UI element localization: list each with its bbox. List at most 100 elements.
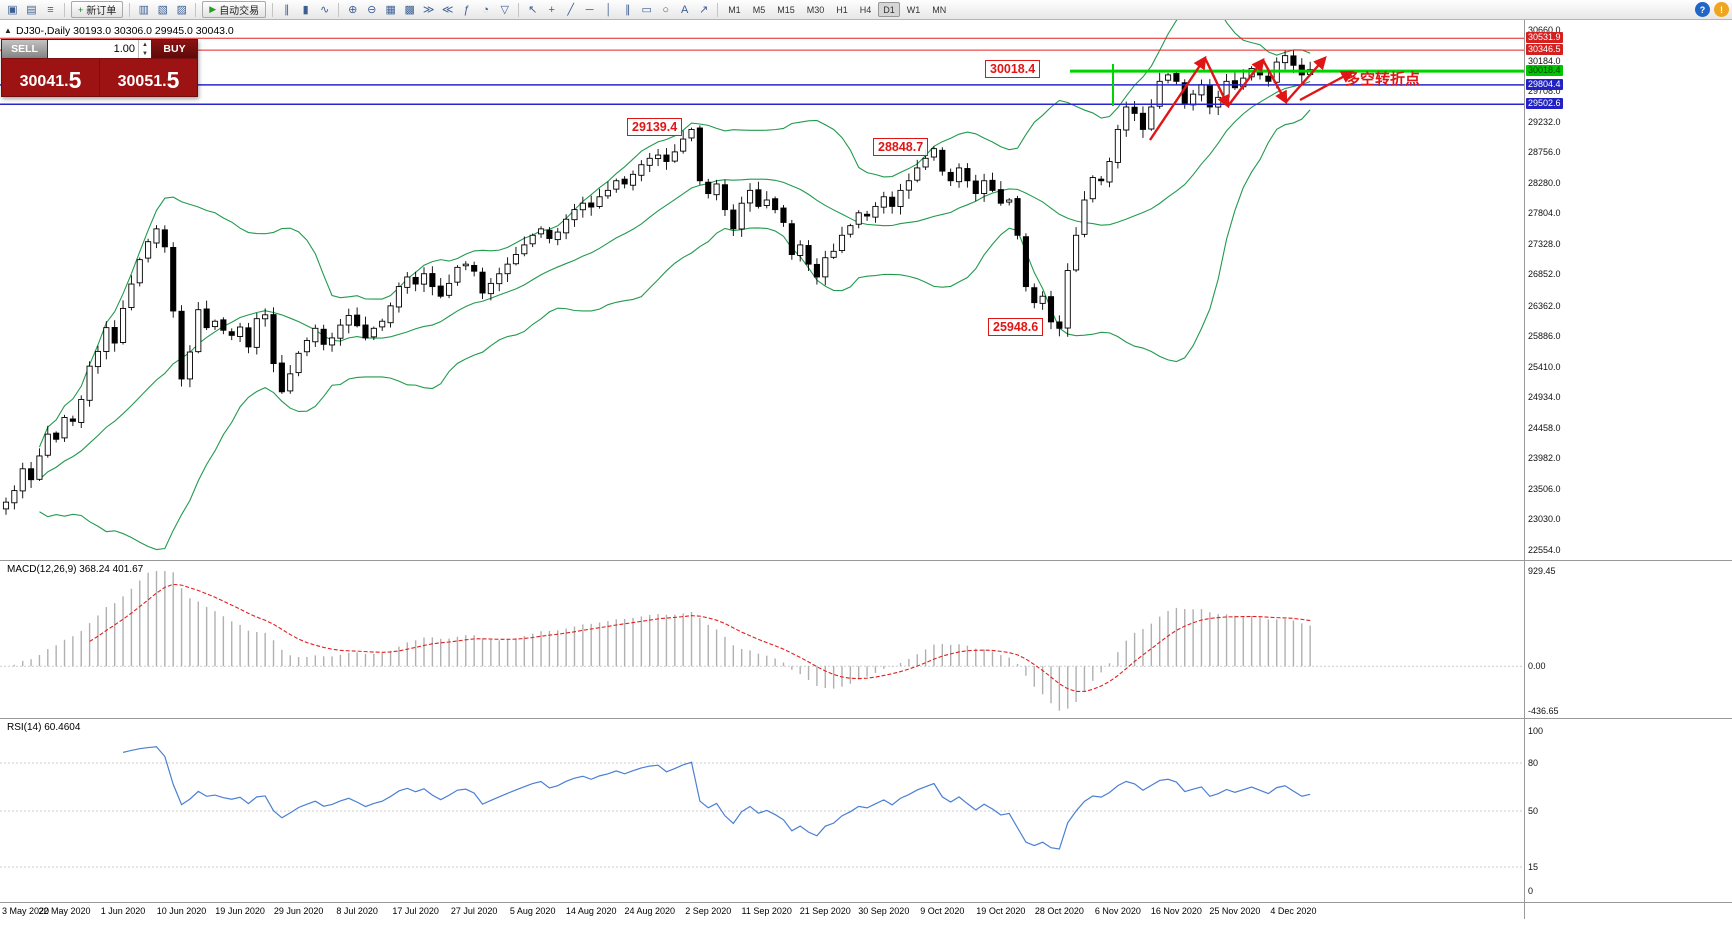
macd-panel[interactable]: MACD(12,26,9) 368.24 401.67 929.45 0.00 -4…: [0, 560, 1732, 718]
candle-body: [370, 327, 377, 338]
tile-windows-icon[interactable]: ▦: [385, 4, 396, 16]
auto-scroll-icon[interactable]: ≫: [422, 4, 435, 16]
candle-body: [78, 399, 85, 423]
candle-body: [1022, 236, 1029, 288]
navigator-icon[interactable]: ▧: [157, 4, 168, 16]
timeframe-h1[interactable]: H1: [836, 4, 848, 15]
data-window-icon[interactable]: ▥: [138, 4, 149, 16]
candlestick-chart-icon[interactable]: ▮: [302, 4, 309, 16]
candle-body: [1114, 128, 1121, 163]
price-annotation[interactable]: 29139.4: [627, 118, 683, 136]
timeframe-m5[interactable]: M5: [752, 4, 766, 15]
time-scale[interactable]: 3 May 2020 22 May 2020 1 Jun 2020 10 Jun 20…: [0, 902, 1732, 919]
candle-body: [905, 180, 912, 191]
line-chart-icon[interactable]: ∿: [320, 4, 330, 16]
trend-arrow[interactable]: [1203, 57, 1230, 109]
volume-input[interactable]: 1.00: [113, 43, 135, 55]
price-tick: 27328.0: [1528, 238, 1561, 249]
candle-body: [604, 189, 611, 197]
rsi-panel[interactable]: RSI(14) 60.4604 100 80 50 15 0: [0, 718, 1732, 902]
date-label: 14 Aug 2020: [565, 906, 617, 916]
profiles-icon[interactable]: ▤: [26, 4, 37, 16]
horizontal-line-icon[interactable]: ─: [585, 3, 594, 16]
candle-body: [446, 282, 453, 296]
ellipse-icon[interactable]: ○: [662, 3, 670, 16]
timeframe-h4[interactable]: H4: [859, 4, 872, 15]
trend-arrow[interactable]: [1285, 56, 1327, 103]
trend-arrow[interactable]: [1299, 70, 1355, 102]
candle-body: [228, 331, 235, 336]
zoom-in-icon[interactable]: ⊕: [348, 4, 358, 16]
timeframe-d1[interactable]: D1: [878, 2, 900, 17]
volume-down-button[interactable]: ▼: [142, 50, 148, 57]
price-tick: 30184.0: [1528, 55, 1561, 66]
new-chart-icon[interactable]: ▣: [7, 4, 18, 16]
date-label: 29 Jun 2020: [273, 906, 324, 916]
candle-body: [780, 207, 787, 223]
cascade-windows-icon[interactable]: ▩: [404, 4, 415, 16]
one-click-toggle-icon[interactable]: ▲: [4, 26, 12, 35]
timeframe-mn[interactable]: MN: [932, 4, 947, 15]
trend-arrow[interactable]: [1227, 57, 1265, 107]
candle-body: [1223, 80, 1230, 98]
price-annotation[interactable]: 28848.7: [873, 138, 929, 156]
templates-icon[interactable]: ▽: [500, 4, 509, 16]
bar-chart-icon[interactable]: ∥: [283, 4, 290, 16]
timeframe-m1[interactable]: M1: [728, 4, 741, 15]
market-watch-icon[interactable]: ≡: [47, 3, 54, 16]
candle-body: [1198, 84, 1205, 96]
new-order-button-label: 新订单: [86, 6, 117, 17]
candle-body: [429, 273, 436, 288]
vertical-line-icon[interactable]: │: [605, 3, 613, 16]
new-order-button[interactable]: + 新订单: [71, 1, 124, 18]
macd-plot[interactable]: [0, 561, 1524, 719]
buy-button[interactable]: BUY: [152, 40, 197, 58]
timeframe-m30[interactable]: M30: [806, 4, 825, 15]
price-scale[interactable]: 30660.0 30184.0 29708.0 29232.0 28756.0 28280…: [1524, 20, 1732, 560]
buy-price[interactable]: 30051. 5: [100, 59, 197, 96]
candle-body: [253, 318, 260, 348]
date-label: 9 Oct 2020: [920, 906, 965, 916]
timeframe-w1[interactable]: W1: [906, 4, 921, 15]
help-icon[interactable]: ?: [1695, 2, 1710, 17]
equidistant-channel-icon[interactable]: ∥: [624, 4, 631, 16]
price-annotation[interactable]: 30018.4: [985, 60, 1041, 78]
candle-body: [822, 257, 829, 278]
sell-button[interactable]: SELL: [2, 40, 47, 58]
cursor-icon[interactable]: ↖: [528, 4, 538, 16]
promo-icon[interactable]: !: [1714, 2, 1729, 17]
rsi-scale[interactable]: 100 80 50 15 0: [1524, 719, 1732, 902]
price-tick: 26852.0: [1528, 269, 1561, 280]
volume-up-button[interactable]: ▲: [142, 41, 148, 48]
indicators-icon[interactable]: ƒ: [463, 3, 470, 16]
candle-body: [496, 273, 503, 285]
price-annotation[interactable]: 25948.6: [988, 318, 1044, 336]
turning-point-note[interactable]: 多空转折点: [1345, 71, 1421, 88]
trend-arrow[interactable]: [1261, 59, 1288, 105]
candle-body: [1064, 270, 1071, 329]
candlestick-chart[interactable]: [0, 20, 1524, 560]
macd-scale[interactable]: 929.45 0.00 -436.65: [1524, 561, 1732, 718]
rectangle-icon[interactable]: ▭: [641, 4, 652, 16]
rsi-plot[interactable]: [0, 719, 1524, 903]
candle-body: [955, 167, 963, 183]
autotrade-button[interactable]: ▶ 自动交易: [202, 1, 267, 18]
periods-icon[interactable]: ◔: [482, 3, 490, 16]
candle-body: [454, 266, 461, 283]
zoom-out-icon[interactable]: ⊖: [367, 4, 377, 16]
crosshair-icon[interactable]: +: [548, 3, 555, 16]
trendline-icon[interactable]: ╱: [567, 4, 574, 16]
text-icon[interactable]: A: [681, 3, 689, 16]
candle-body: [889, 196, 896, 207]
toolbar-separator: [518, 2, 520, 17]
terminal-icon[interactable]: ▨: [176, 4, 187, 16]
sell-price[interactable]: 30041. 5: [2, 59, 100, 96]
main-chart-panel[interactable]: ▲ DJ30-,Daily 30193.0 30306.0 29945.0 30…: [0, 20, 1732, 560]
trend-arrow[interactable]: [1149, 55, 1207, 141]
arrow-tool-icon[interactable]: ↗: [699, 4, 709, 16]
candle-body: [170, 247, 177, 312]
candle-body: [989, 179, 996, 191]
timeframe-m15[interactable]: M15: [777, 4, 795, 15]
chart-shift-icon[interactable]: ≪: [441, 4, 454, 16]
candle-body: [671, 151, 678, 162]
